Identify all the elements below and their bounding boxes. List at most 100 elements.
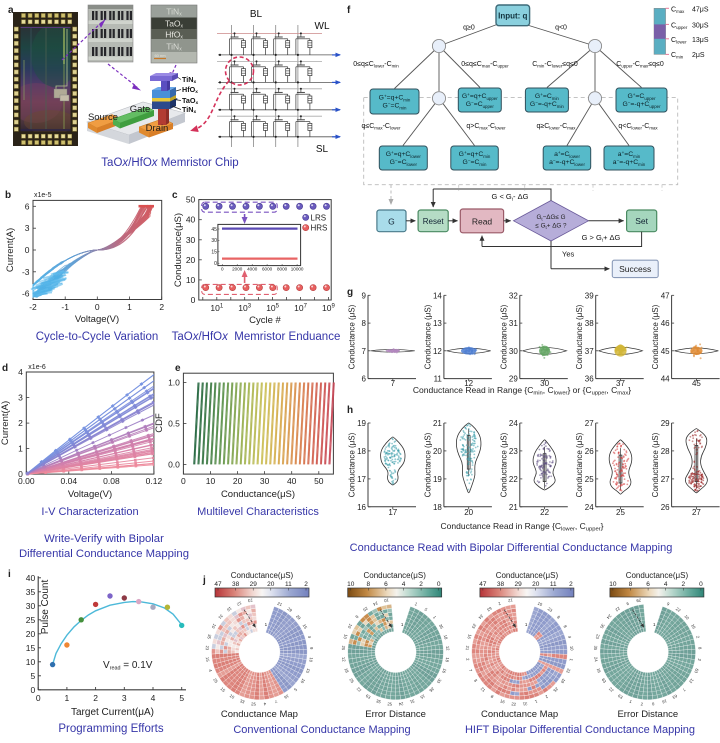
- svg-text:Success: Success: [619, 264, 651, 274]
- svg-text:HfOx: HfOx: [165, 30, 183, 41]
- svg-text:60 nm: 60 nm: [154, 53, 166, 58]
- svg-text:Yes: Yes: [562, 250, 574, 259]
- svg-text:Cupper -Cmax ≤q≤0: Cupper -Cmax ≤q≤0: [616, 61, 664, 69]
- svg-text:2: 2: [159, 302, 164, 312]
- svg-text:G− =-q+Cupper: G− =-q+Cupper: [622, 100, 661, 109]
- svg-text:b: b: [5, 190, 11, 201]
- svg-text:22: 22: [608, 686, 615, 693]
- svg-text:44: 44: [661, 375, 670, 384]
- svg-text:22: 22: [509, 475, 518, 484]
- svg-text:18: 18: [343, 667, 350, 674]
- svg-text:Voltage(V): Voltage(V): [68, 489, 112, 500]
- svg-text:13μS: 13μS: [692, 37, 709, 44]
- svg-text:15: 15: [26, 643, 36, 653]
- svg-text:23: 23: [205, 645, 210, 651]
- svg-text:2: 2: [640, 701, 644, 706]
- svg-text:SL: SL: [316, 144, 329, 155]
- svg-text:0: 0: [36, 693, 41, 703]
- svg-text:30: 30: [26, 601, 36, 611]
- svg-text:9: 9: [666, 601, 671, 607]
- svg-text:22: 22: [565, 668, 572, 675]
- svg-text:WL: WL: [315, 21, 330, 32]
- svg-text:4: 4: [263, 701, 267, 706]
- svg-text:a− =-q+Cmin: a− =-q+Cmin: [613, 158, 646, 167]
- svg-text:13: 13: [433, 319, 442, 328]
- svg-text:G+ =q+Cupper: G+ =q+Cupper: [462, 92, 498, 101]
- svg-text:2: 2: [569, 581, 573, 588]
- svg-text:45: 45: [211, 227, 217, 233]
- svg-text:63: 63: [617, 693, 624, 700]
- svg-text:6: 6: [362, 375, 367, 384]
- svg-text:1: 1: [65, 693, 70, 703]
- svg-text:25: 25: [251, 701, 257, 707]
- svg-text:Write-Verify with Bipolar: Write-Verify with Bipolar: [44, 533, 164, 545]
- svg-text:8: 8: [562, 624, 568, 629]
- svg-text:Cmax: Cmax: [671, 7, 685, 15]
- svg-text:x1e-5: x1e-5: [34, 192, 52, 199]
- svg-text:Cycle-to-Cycle Variation: Cycle-to-Cycle Variation: [36, 331, 159, 343]
- svg-text:25: 25: [552, 686, 559, 693]
- svg-text:I-V Characterization: I-V Characterization: [41, 506, 138, 518]
- svg-text:24: 24: [605, 613, 612, 620]
- svg-text:Conductance Read with Bipolar: Conductance Read with Bipolar Differenti…: [350, 542, 673, 554]
- svg-text:2: 2: [695, 635, 701, 639]
- svg-text:q>Cmax -Clower: q>Cmax -Clower: [466, 123, 506, 131]
- svg-text:47: 47: [214, 581, 222, 588]
- svg-text:12: 12: [236, 600, 243, 607]
- svg-text:Conductance(μS): Conductance(μS): [363, 571, 426, 580]
- svg-text:q<Clower -Cmax: q<Clower -Cmax: [618, 123, 658, 131]
- svg-text:1: 1: [629, 699, 633, 705]
- svg-text:15: 15: [302, 623, 309, 630]
- svg-text:HfOx: HfOx: [182, 85, 198, 95]
- svg-text:33: 33: [435, 678, 442, 685]
- svg-text:2: 2: [465, 658, 470, 662]
- svg-text:Cycle #: Cycle #: [249, 315, 281, 326]
- svg-text:a+ =Clower: a+ =Clower: [554, 150, 580, 159]
- svg-text:4: 4: [151, 693, 156, 703]
- svg-text:103: 103: [238, 303, 251, 313]
- svg-text:31: 31: [217, 613, 224, 620]
- svg-text:30: 30: [186, 235, 196, 245]
- svg-text:0.0: 0.0: [168, 459, 180, 469]
- svg-text:Current(A): Current(A): [5, 228, 16, 272]
- svg-text:26: 26: [661, 503, 670, 512]
- svg-text:10: 10: [342, 634, 348, 641]
- svg-text:0: 0: [214, 261, 217, 267]
- svg-text:12: 12: [445, 646, 450, 652]
- svg-text:50: 50: [314, 476, 324, 486]
- svg-text:2: 2: [304, 581, 308, 588]
- svg-text:16: 16: [499, 698, 506, 704]
- svg-text:35: 35: [599, 623, 606, 630]
- svg-text:TaOx/HfOx Memristor Enduance: TaOx/HfOx Memristor Enduance: [172, 331, 341, 343]
- svg-text:4000: 4000: [247, 267, 258, 272]
- svg-text:1: 1: [534, 699, 538, 705]
- svg-text:18: 18: [444, 657, 450, 663]
- svg-text:G: G: [388, 217, 395, 227]
- svg-text:10: 10: [569, 646, 574, 652]
- svg-text:10: 10: [206, 476, 216, 486]
- svg-text:26: 26: [428, 686, 435, 693]
- svg-text:LRS: LRS: [311, 213, 327, 222]
- svg-text:Conductance (μS): Conductance (μS): [499, 432, 508, 497]
- svg-text:27: 27: [585, 419, 594, 428]
- svg-text:101: 101: [210, 303, 223, 313]
- svg-text:18: 18: [559, 678, 566, 685]
- svg-text:19: 19: [433, 475, 442, 484]
- svg-text:Conductance(μS): Conductance(μS): [221, 489, 295, 500]
- svg-text:0.08: 0.08: [103, 476, 120, 486]
- svg-text:20: 20: [233, 476, 243, 486]
- svg-text:Source: Source: [88, 112, 118, 123]
- svg-text:29: 29: [295, 614, 302, 621]
- svg-text:29: 29: [514, 581, 522, 588]
- svg-text:-6: -6: [22, 289, 30, 299]
- svg-text:27: 27: [661, 475, 670, 484]
- svg-text:35: 35: [375, 698, 382, 704]
- svg-text:8: 8: [362, 319, 367, 328]
- svg-text:8: 8: [354, 614, 360, 620]
- svg-text:16: 16: [225, 606, 232, 613]
- svg-text:2: 2: [18, 418, 23, 428]
- svg-text:Conductance Map: Conductance Map: [481, 709, 558, 720]
- svg-text:Conductance (μS): Conductance (μS): [575, 432, 584, 497]
- svg-text:Conductance Read in Range {Cmi: Conductance Read in Range {Cmin , Clower…: [413, 385, 631, 397]
- svg-text:21: 21: [433, 419, 442, 428]
